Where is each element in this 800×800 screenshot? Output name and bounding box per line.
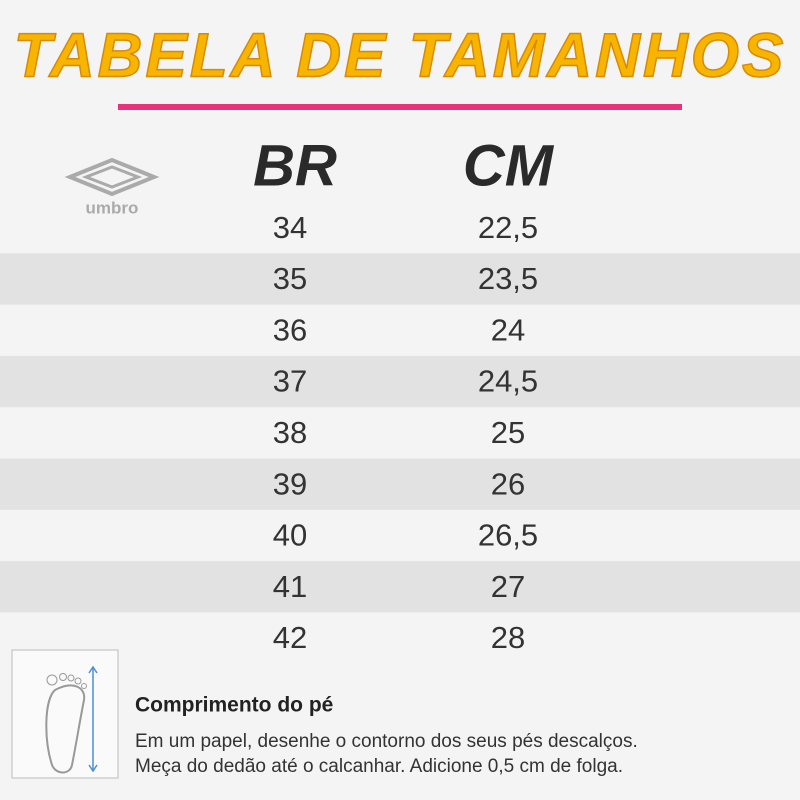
table-cell: 40 xyxy=(273,518,307,553)
note-line: Meça do dedão até o calcanhar. Adicione … xyxy=(135,756,623,777)
row-band xyxy=(0,561,800,613)
table-cell: 26 xyxy=(491,466,525,501)
table-cell: 34 xyxy=(273,210,307,245)
row-band xyxy=(0,458,800,510)
table-cell: 35 xyxy=(273,261,307,296)
table-cell: 27 xyxy=(491,569,525,604)
table-cell: 41 xyxy=(273,569,307,604)
table-cell: 37 xyxy=(273,364,307,399)
table-cell: 23,5 xyxy=(478,261,538,296)
table-cell: 42 xyxy=(273,620,307,655)
foot-icon xyxy=(11,649,119,779)
table-cell: 25 xyxy=(491,415,525,450)
logo: umbro xyxy=(64,157,160,217)
table-cell: 22,5 xyxy=(478,210,538,245)
column-header: BR xyxy=(253,133,337,198)
logo-text: umbro xyxy=(86,198,139,217)
row-band xyxy=(0,253,800,305)
table-cell: 24 xyxy=(491,312,525,347)
table-cell: 39 xyxy=(273,466,307,501)
row-band xyxy=(0,355,800,408)
note-line: Em um papel, desenhe o contorno dos seus… xyxy=(135,731,638,752)
title-underline xyxy=(118,104,682,110)
column-header: CM xyxy=(463,133,555,198)
table-cell: 28 xyxy=(491,620,525,655)
table-cell: 38 xyxy=(273,415,307,450)
note-title: Comprimento do pé xyxy=(135,694,333,717)
table-cell: 24,5 xyxy=(478,364,538,399)
title: TABELA DE TAMANHOS xyxy=(14,21,787,90)
table-cell: 26,5 xyxy=(478,518,538,553)
table-cell: 36 xyxy=(273,312,307,347)
